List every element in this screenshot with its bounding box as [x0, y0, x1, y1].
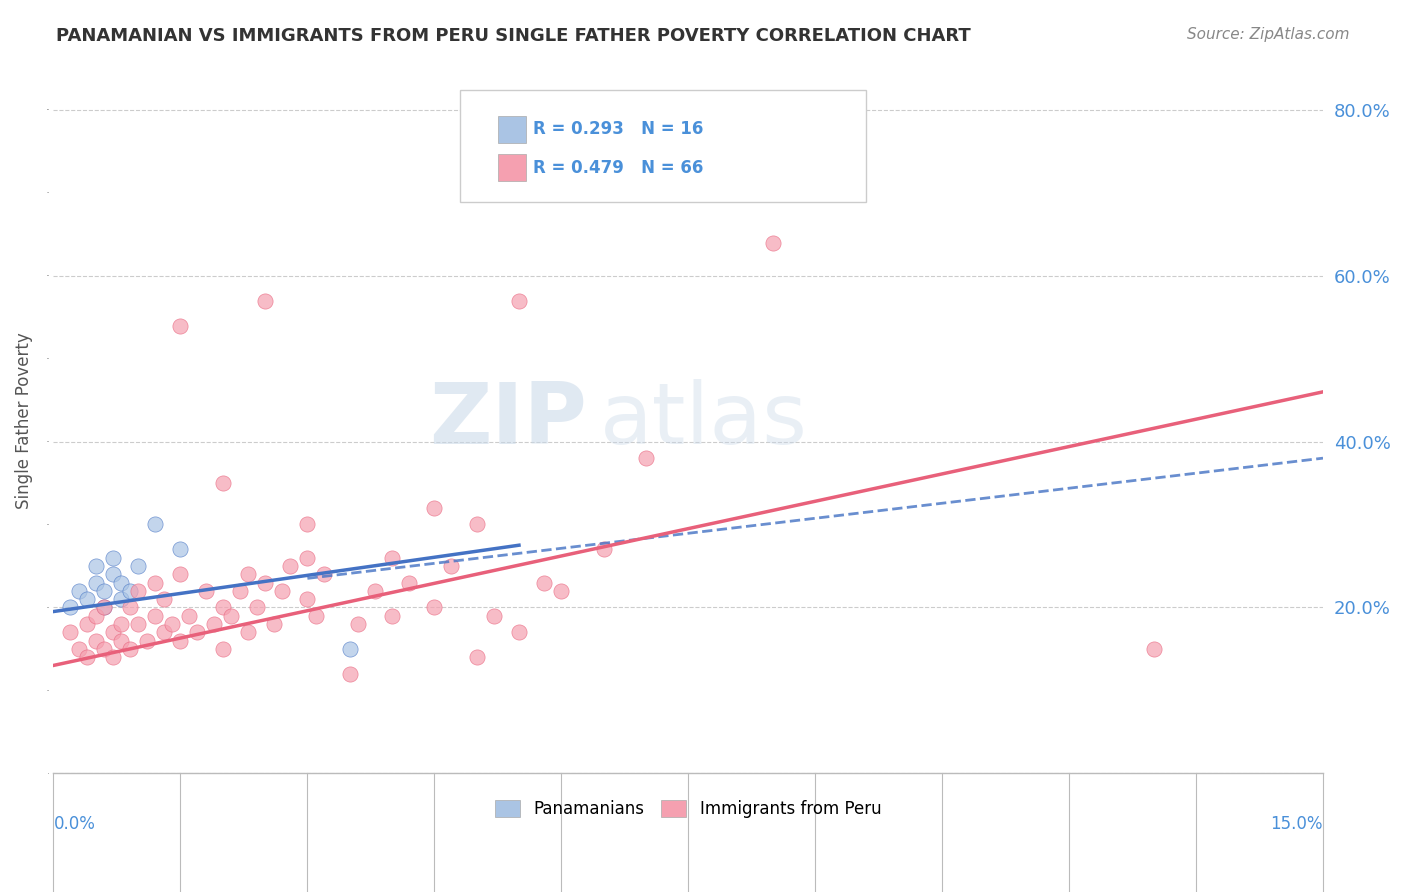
Point — [236, 567, 259, 582]
Point — [110, 617, 132, 632]
Point — [76, 592, 98, 607]
Point — [76, 617, 98, 632]
Point — [762, 235, 785, 250]
Point — [246, 600, 269, 615]
Point — [67, 641, 90, 656]
Bar — [498, 116, 526, 143]
Point — [84, 575, 107, 590]
Point — [186, 625, 208, 640]
Text: R = 0.293   N = 16: R = 0.293 N = 16 — [533, 120, 704, 138]
Point — [84, 608, 107, 623]
Point — [110, 592, 132, 607]
Point — [93, 583, 115, 598]
Point — [263, 617, 285, 632]
Point — [297, 592, 319, 607]
Point — [101, 567, 124, 582]
Point — [135, 633, 157, 648]
Legend: Panamanians, Immigrants from Peru: Panamanians, Immigrants from Peru — [495, 799, 882, 818]
Point — [482, 608, 505, 623]
Point — [228, 583, 250, 598]
Point — [440, 558, 463, 573]
Point — [127, 617, 149, 632]
Point — [93, 641, 115, 656]
Point — [84, 558, 107, 573]
Point — [143, 517, 166, 532]
Point — [634, 451, 657, 466]
Point — [254, 293, 277, 308]
Point — [381, 550, 404, 565]
Point — [314, 567, 336, 582]
Point — [508, 293, 530, 308]
Point — [118, 641, 141, 656]
Point — [297, 517, 319, 532]
Point — [339, 666, 361, 681]
Text: 15.0%: 15.0% — [1271, 815, 1323, 833]
Point — [465, 517, 488, 532]
Point — [152, 625, 174, 640]
Point — [93, 600, 115, 615]
Point — [347, 617, 370, 632]
Point — [381, 608, 404, 623]
Point — [101, 550, 124, 565]
Text: PANAMANIAN VS IMMIGRANTS FROM PERU SINGLE FATHER POVERTY CORRELATION CHART: PANAMANIAN VS IMMIGRANTS FROM PERU SINGL… — [56, 27, 972, 45]
Point — [508, 625, 530, 640]
Point — [127, 583, 149, 598]
Point — [110, 575, 132, 590]
Point — [211, 600, 233, 615]
Point — [76, 650, 98, 665]
Point — [254, 575, 277, 590]
FancyBboxPatch shape — [460, 90, 866, 202]
Point — [84, 633, 107, 648]
Point — [101, 650, 124, 665]
Text: ZIP: ZIP — [429, 379, 586, 462]
Point — [177, 608, 200, 623]
Point — [423, 600, 446, 615]
Point — [67, 583, 90, 598]
Point — [194, 583, 217, 598]
Point — [211, 476, 233, 491]
Point — [550, 583, 572, 598]
Point — [305, 608, 328, 623]
Point — [143, 608, 166, 623]
Point — [1143, 641, 1166, 656]
Y-axis label: Single Father Poverty: Single Father Poverty — [15, 333, 32, 509]
Point — [127, 558, 149, 573]
Point — [398, 575, 420, 590]
Point — [280, 558, 302, 573]
Point — [211, 641, 233, 656]
Point — [169, 318, 191, 333]
Point — [364, 583, 387, 598]
Point — [160, 617, 183, 632]
Point — [152, 592, 174, 607]
Point — [423, 500, 446, 515]
Point — [93, 600, 115, 615]
Point — [236, 625, 259, 640]
Point — [169, 542, 191, 557]
Point — [59, 600, 82, 615]
Point — [118, 583, 141, 598]
Point — [533, 575, 555, 590]
Point — [59, 625, 82, 640]
Point — [465, 650, 488, 665]
Point — [297, 550, 319, 565]
Point — [101, 625, 124, 640]
Point — [169, 633, 191, 648]
Point — [339, 641, 361, 656]
Point — [110, 633, 132, 648]
Text: 0.0%: 0.0% — [53, 815, 96, 833]
Point — [118, 600, 141, 615]
Point — [202, 617, 225, 632]
Bar — [498, 154, 526, 181]
Text: Source: ZipAtlas.com: Source: ZipAtlas.com — [1187, 27, 1350, 42]
Text: atlas: atlas — [599, 379, 807, 462]
Point — [592, 542, 614, 557]
Point — [219, 608, 242, 623]
Text: R = 0.479   N = 66: R = 0.479 N = 66 — [533, 159, 704, 177]
Point — [271, 583, 294, 598]
Point — [169, 567, 191, 582]
Point — [143, 575, 166, 590]
